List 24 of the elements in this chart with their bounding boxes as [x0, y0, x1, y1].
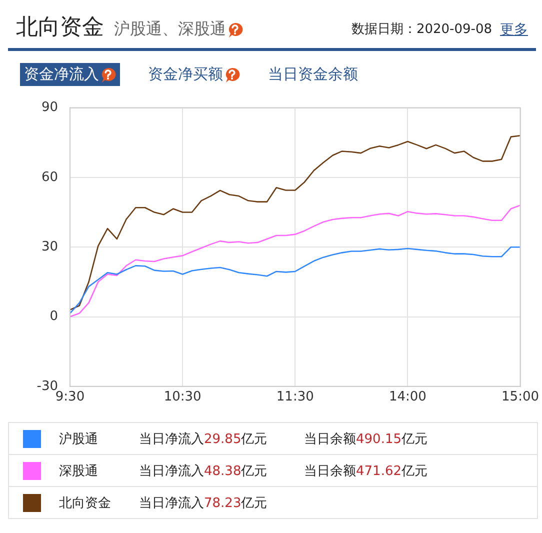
x-tick-label: 15:00 — [502, 390, 539, 405]
text: 更多 — [500, 21, 528, 40]
text: 当日余额490.15亿元 — [304, 432, 428, 446]
text: 当日净流入29.85亿元 — [139, 432, 268, 446]
text: 当日资金余额 — [268, 64, 358, 85]
text: 当日余额471.62亿元 — [304, 464, 428, 478]
text: 数据日期：2020-09-08 — [351, 21, 492, 39]
x-tick-label: 14:00 — [388, 390, 426, 405]
x-tick-label: 11:30 — [276, 390, 314, 405]
y-tick-label: 60 — [41, 170, 58, 185]
text: 资金净流入 — [20, 63, 120, 86]
text: 当日净流入48.38亿元 — [139, 464, 268, 478]
y-tick-label: 30 — [41, 239, 58, 254]
x-tick-label: 9:30 — [55, 390, 85, 405]
x-tick-label: 10:30 — [164, 390, 202, 405]
chart-subtitle: 沪股通、深股通 — [114, 19, 227, 40]
chart-title: 北向资金 — [16, 14, 104, 42]
legend-label: 深股通 — [59, 462, 99, 480]
text: 当日净流入78.23亿元 — [139, 496, 268, 510]
y-tick-label: 90 — [41, 100, 58, 116]
legend-label: 沪股通 — [59, 430, 99, 448]
y-tick-label: 0 — [50, 309, 58, 324]
text: 资金净买额 — [148, 64, 224, 85]
legend-label: 北向资金 — [59, 494, 112, 512]
